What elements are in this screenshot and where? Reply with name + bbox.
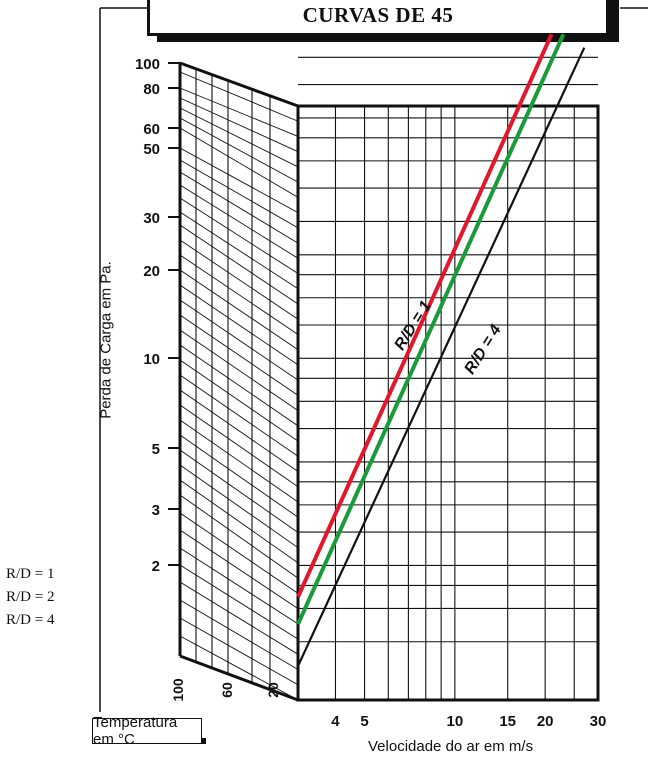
temperature-tick-label: 100	[170, 678, 186, 702]
temp-panel-sloped-line	[179, 529, 299, 609]
temp-panel-sloped-line	[179, 147, 299, 214]
temp-panel-sloped-line	[179, 97, 299, 153]
temp-panel-sloped-line	[179, 87, 299, 137]
x-tick-label: 15	[499, 713, 516, 730]
temp-panel-sloped-line	[179, 344, 299, 427]
y-axis-label: Perda de Carga em Pa.	[97, 261, 115, 419]
x-tick-label: 5	[360, 713, 368, 730]
temp-panel-sloped-line	[179, 449, 299, 533]
temp-panel-sloped-line	[179, 329, 299, 411]
temp-panel-sloped-line	[179, 419, 299, 503]
temp-panel-sloped-line	[179, 564, 299, 640]
temperature-tick-label: 20	[265, 682, 281, 698]
x-axis-label: Velocidade do ar em m/s	[368, 738, 534, 755]
temp-panel-sloped-line	[179, 184, 299, 259]
temp-panel-sloped-line	[179, 599, 299, 670]
y-tick-label: 3	[152, 502, 160, 519]
temp-panel-sloped-line	[179, 127, 299, 198]
temp-panel-sloped-line	[179, 269, 299, 351]
legend-item-rd2: R/D = 2	[6, 589, 55, 605]
temp-panel-sloped-line	[179, 479, 299, 564]
temp-panel-sloped-line	[179, 464, 299, 549]
temp-panel-sloped-line	[179, 71, 299, 122]
series-line	[296, 33, 566, 625]
y-tick-label: 80	[143, 81, 160, 98]
series-line	[296, 33, 554, 598]
temp-panel-sloped-line	[179, 359, 299, 442]
temp-panel-sloped-line	[179, 434, 299, 518]
temp-panel-sloped-line	[179, 635, 299, 701]
temp-panel-sloped-line	[179, 494, 299, 579]
temp-panel-sloped-line	[179, 617, 299, 686]
temp-panel-sloped-line	[179, 284, 299, 366]
temp-panel-sloped-line	[179, 239, 299, 320]
temp-panel-sloped-line	[179, 389, 299, 472]
y-tick-label: 2	[152, 558, 160, 575]
y-tick-label: 10	[143, 351, 160, 368]
series-line	[297, 47, 586, 667]
temp-panel-sloped-line	[179, 374, 299, 457]
temp-panel-sloped-line	[179, 404, 299, 488]
x-tick-label: 10	[447, 713, 464, 730]
y-tick-label: 30	[143, 210, 160, 227]
plot-border	[296, 104, 600, 702]
temp-panel-sloped-line	[179, 107, 299, 168]
temp-panel-sloped-line	[179, 512, 299, 594]
temp-panel-sloped-line	[179, 197, 299, 274]
y-tick-label: 60	[143, 121, 160, 138]
y-tick-label: 20	[143, 263, 160, 280]
y-tick-label: 50	[143, 141, 160, 158]
chart-title: CURVAS DE 45	[302, 3, 454, 27]
temperature-tick-label: 60	[219, 682, 235, 698]
temperature-label: Temperatura em °C	[92, 714, 202, 748]
temp-panel-sloped-line	[179, 299, 299, 381]
curve-annotation: R/D = 4	[461, 322, 504, 377]
legend-item-rd1: R/D = 1	[6, 566, 55, 582]
temp-panel-sloped-line	[179, 117, 299, 183]
y-tick-label: 5	[152, 441, 160, 458]
x-tick-label: 30	[590, 713, 607, 730]
temp-panel-sloped-line	[179, 62, 299, 107]
temp-panel-sloped-line	[179, 547, 299, 625]
temp-panel-sloped-line	[179, 159, 299, 229]
x-tick-label: 4	[331, 713, 340, 730]
temp-panel-sloped-line	[179, 211, 299, 290]
title-box: CURVAS DE 45	[147, 0, 609, 36]
temp-panel-sloped-line	[179, 581, 299, 655]
temp-panel-sloped-line	[179, 171, 299, 244]
y-tick-label: 100	[135, 56, 160, 73]
temp-panel-sloped-line	[179, 224, 299, 305]
temp-panel-sloped-line	[179, 254, 299, 335]
temp-panel-bottom	[179, 654, 299, 702]
temp-panel-sloped-line	[179, 314, 299, 396]
x-tick-label: 20	[537, 713, 554, 730]
legend-item-rd4: R/D = 4	[6, 612, 55, 628]
